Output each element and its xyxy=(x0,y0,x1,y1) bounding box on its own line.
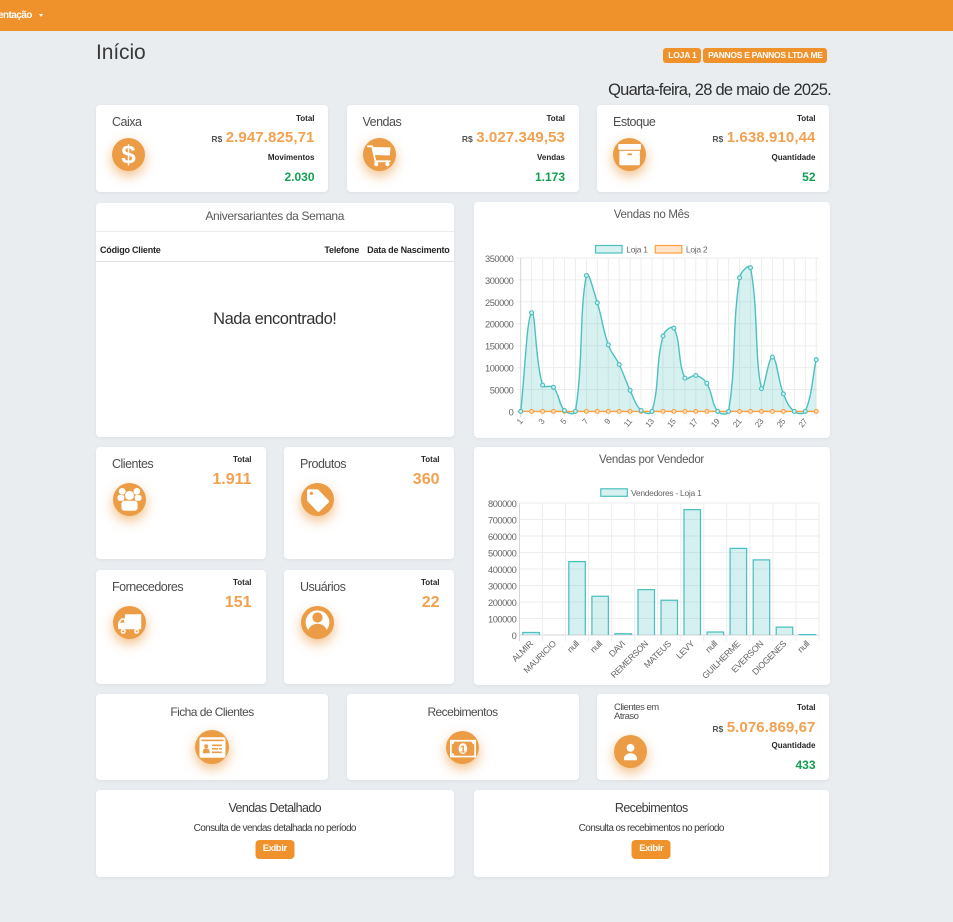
svg-text:0: 0 xyxy=(508,407,513,417)
svg-text:9: 9 xyxy=(602,417,612,427)
svg-text:$: $ xyxy=(121,140,136,170)
svg-text:50000: 50000 xyxy=(489,386,513,396)
svg-text:150000: 150000 xyxy=(484,342,513,352)
svg-text:3: 3 xyxy=(536,417,546,427)
svg-text:7: 7 xyxy=(580,417,590,427)
svg-text:null: null xyxy=(588,638,604,654)
svg-text:200000: 200000 xyxy=(484,320,513,330)
svg-text:null: null xyxy=(703,638,719,654)
svg-text:300000: 300000 xyxy=(487,582,516,592)
svg-text:500000: 500000 xyxy=(487,549,516,559)
svg-text:600000: 600000 xyxy=(487,532,516,542)
svg-text:17: 17 xyxy=(687,417,700,430)
svg-text:0: 0 xyxy=(511,631,516,641)
svg-text:25: 25 xyxy=(775,417,788,430)
svg-text:13: 13 xyxy=(643,417,656,430)
svg-text:LEVY: LEVY xyxy=(674,638,696,660)
svg-text:19: 19 xyxy=(709,417,722,430)
svg-text:23: 23 xyxy=(753,417,766,430)
svg-text:200000: 200000 xyxy=(487,598,516,608)
svg-text:1: 1 xyxy=(514,417,524,427)
svg-text:DAVI: DAVI xyxy=(606,639,626,659)
svg-text:15: 15 xyxy=(665,417,678,430)
svg-text:5: 5 xyxy=(558,417,568,427)
svg-text:800000: 800000 xyxy=(487,499,516,509)
svg-text:1: 1 xyxy=(460,743,466,755)
svg-text:100000: 100000 xyxy=(487,615,516,625)
svg-text:300000: 300000 xyxy=(484,276,513,286)
svg-text:Loja 1: Loja 1 xyxy=(626,244,648,254)
svg-text:Loja 2: Loja 2 xyxy=(685,244,707,254)
svg-text:400000: 400000 xyxy=(487,565,516,575)
svg-text:350000: 350000 xyxy=(484,254,513,264)
svg-text:27: 27 xyxy=(796,417,809,430)
svg-text:null: null xyxy=(565,638,581,654)
svg-text:Vendedores - Loja 1: Vendedores - Loja 1 xyxy=(631,488,702,498)
svg-text:700000: 700000 xyxy=(487,516,516,526)
svg-text:21: 21 xyxy=(731,417,744,430)
svg-text:250000: 250000 xyxy=(484,298,513,308)
svg-text:100000: 100000 xyxy=(484,364,513,374)
svg-text:11: 11 xyxy=(622,417,634,429)
svg-text:null: null xyxy=(795,638,811,654)
